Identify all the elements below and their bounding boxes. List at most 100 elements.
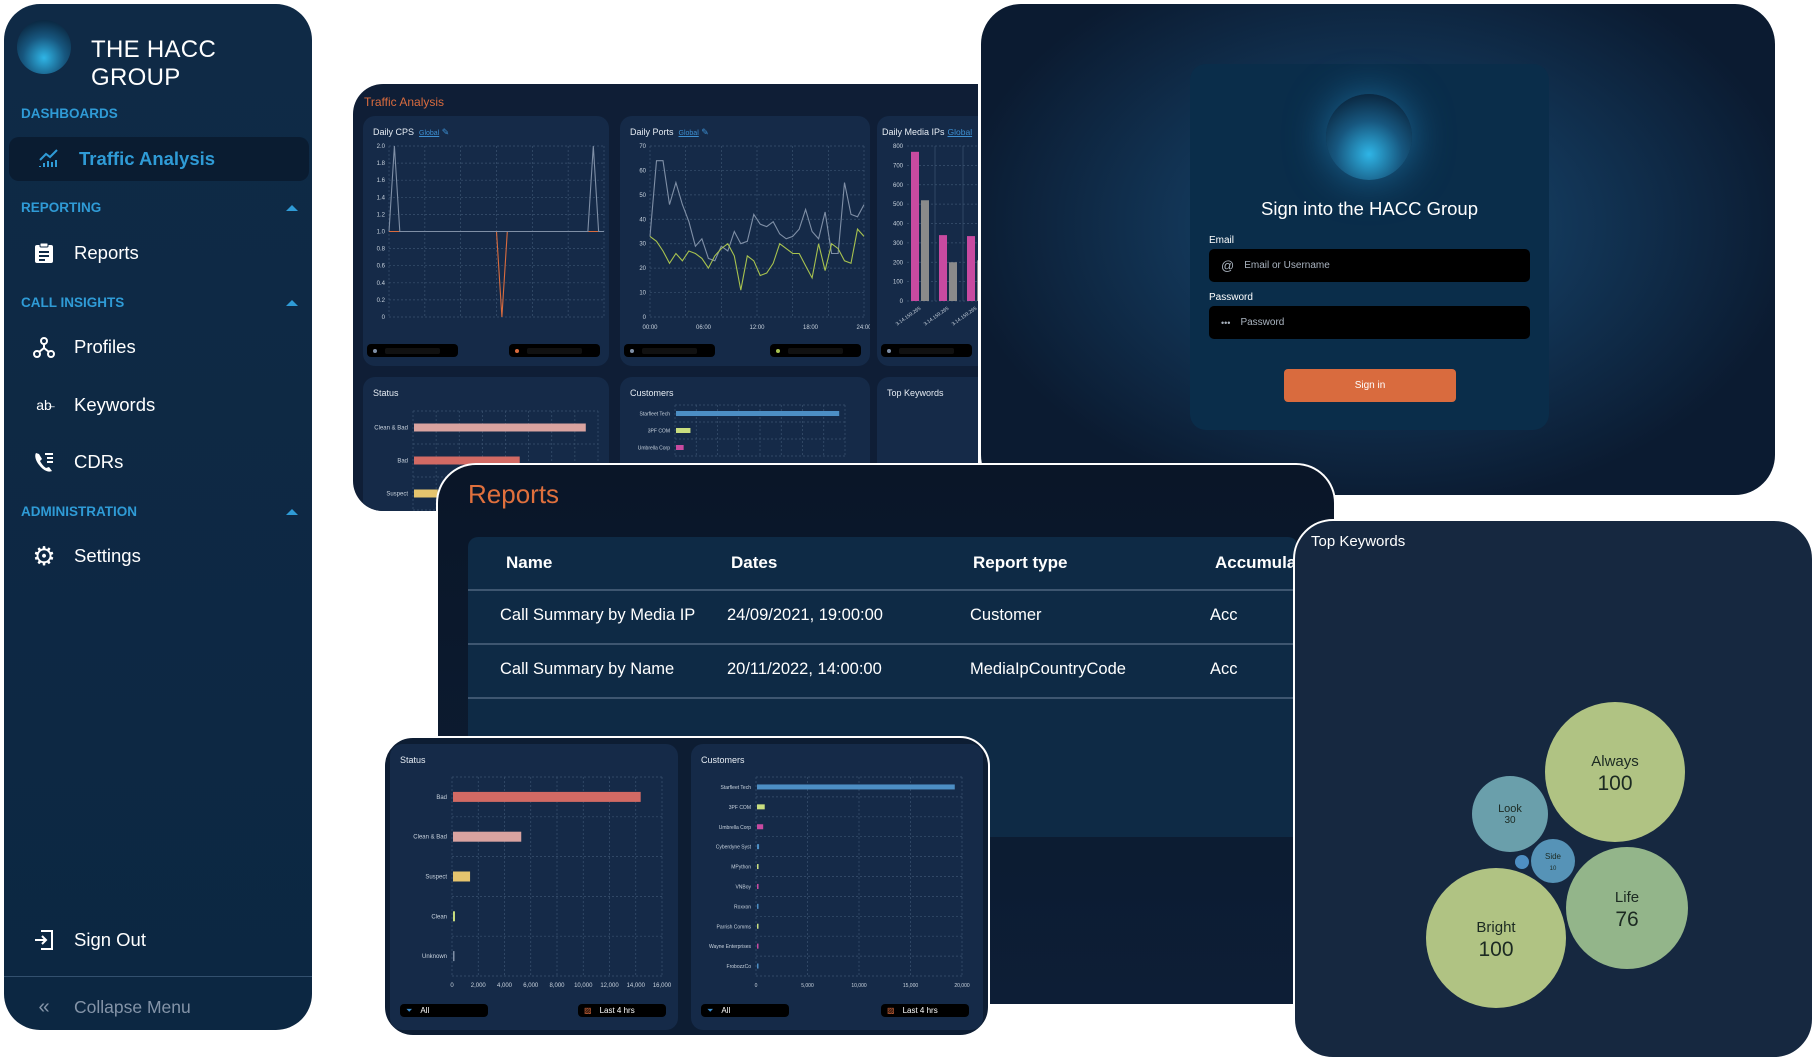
email-label: Email	[1209, 235, 1235, 246]
y-tick-label: 60	[639, 168, 646, 174]
y-tick-label: 0	[643, 315, 647, 321]
top-keywords-panel: Top Keywords Always 100 Look 30 Side 10 Bright…	[1293, 519, 1814, 1059]
column-header-report-type[interactable]: Report type	[973, 553, 1068, 572]
collapse-menu-button[interactable]: « Collapse Menu	[4, 985, 312, 1029]
series-dot	[373, 348, 377, 353]
page-title: Reports	[468, 479, 560, 509]
password-field[interactable]: ••• Password	[1209, 306, 1530, 339]
section-reporting: REPORTING	[21, 200, 102, 215]
y-tick-label: 0.4	[377, 281, 386, 287]
bubble-label: Always	[1591, 753, 1639, 770]
bar	[757, 784, 955, 790]
global-link[interactable]: Global	[419, 130, 440, 137]
category-label: Suspect	[425, 875, 447, 881]
daily-ports-chart: 0 10 20 30 40 50 60 70 00:00 06:00 12:00 18:00 24:00	[639, 144, 870, 331]
x-tick-label: 12:00	[749, 325, 765, 331]
status-card: Status 0 2,000 4,000 6,000 8,000 10,000 12,000…	[390, 744, 678, 1030]
series-dot	[630, 348, 634, 353]
card-title: Top Keywords	[1311, 533, 1406, 550]
section-dashboards: DASHBOARDS	[21, 106, 118, 121]
filter-dropdown[interactable]: ⏷ All	[701, 1004, 789, 1017]
card-title: Customers	[630, 388, 674, 398]
bubble-value: 30	[1504, 815, 1516, 826]
sidebar-item-label: CDRs	[74, 451, 124, 472]
password-placeholder: Password	[1240, 317, 1285, 328]
divider	[468, 643, 1298, 645]
bar	[757, 804, 765, 810]
time-range-label: Last 4 hrs	[902, 1006, 938, 1015]
bar	[414, 423, 586, 432]
sidebar-item-label: Reports	[74, 242, 139, 263]
edit-icon[interactable]: ✎	[701, 127, 709, 137]
global-link[interactable]: Global	[678, 130, 699, 137]
cell-name: Call Summary by Name	[500, 660, 675, 678]
collapse-caret-icon[interactable]	[286, 205, 298, 211]
chart-icon	[34, 149, 64, 169]
customers-card: Customers 0 5,000 10,000 15,000 20,000 Starfl…	[691, 744, 983, 1030]
email-field[interactable]: @ Email or Username	[1209, 249, 1530, 282]
time-range-dropdown[interactable]: ▨ Last 4 hrs	[578, 1004, 666, 1017]
category-label: Cyberdyne Syst	[716, 845, 752, 851]
x-tick-label: 15,000	[903, 983, 919, 989]
section-administration: ADMINISTRATION	[21, 504, 137, 519]
cell-accumulated: Acc	[1210, 660, 1238, 678]
global-link[interactable]: Global	[947, 127, 973, 137]
card-title: Status	[373, 388, 399, 398]
status-chart: 0 2,000 4,000 6,000 8,000 10,000 12,000 14,000 1…	[413, 776, 672, 989]
x-tick-label: 0	[755, 983, 758, 989]
y-tick-label: 0.6	[377, 264, 386, 270]
password-dots-icon: •••	[1221, 317, 1231, 328]
sidebar-item-profiles[interactable]: Profiles	[4, 325, 312, 369]
category-label: Clean & Bad	[413, 835, 447, 841]
date-range-pill[interactable]	[881, 344, 972, 357]
date-range-pill[interactable]	[509, 344, 600, 357]
category-label: 3PF COM	[729, 805, 751, 811]
cell-dates: 20/11/2022, 14:00:00	[727, 660, 882, 678]
bubble-value: 100	[1478, 938, 1513, 961]
login-panel: Sign into the HACC Group Email @ Email o…	[981, 4, 1775, 495]
sign-in-button[interactable]: Sign in	[1284, 369, 1456, 402]
sidebar-item-keywords[interactable]: ab̲ Keywords	[4, 383, 312, 427]
bubble	[1531, 839, 1575, 883]
category-label: Starfleet Tech	[721, 785, 752, 791]
y-tick-label: 30	[639, 242, 646, 248]
y-tick-label: 1.6	[377, 178, 386, 184]
y-tick-label: 0	[382, 315, 386, 321]
card-title: Status	[400, 755, 426, 765]
bar	[757, 824, 764, 830]
y-tick-label: 20	[639, 266, 646, 272]
date-range-pill[interactable]	[624, 344, 715, 357]
status-customers-panel: Status 0 2,000 4,000 6,000 8,000 10,000 12,000…	[383, 736, 990, 1037]
series-line-1	[649, 227, 865, 291]
sidebar-item-reports[interactable]: Reports	[4, 231, 312, 275]
redacted-date	[385, 347, 440, 354]
bubble-label: Life	[1615, 889, 1639, 906]
collapse-caret-icon[interactable]	[286, 509, 298, 515]
column-header-dates[interactable]: Dates	[731, 553, 778, 572]
date-range-pill[interactable]	[367, 344, 458, 357]
y-tick-label: 10	[639, 291, 646, 297]
y-tick-label: 0.8	[377, 247, 386, 253]
table-row[interactable]: Call Summary by Name 20/11/2022, 14:00:0…	[468, 645, 1298, 697]
bubble	[1472, 776, 1548, 852]
bar	[414, 489, 438, 498]
sidebar-item-traffic-analysis[interactable]: Traffic Analysis	[9, 137, 309, 181]
edit-icon[interactable]: ✎	[441, 127, 450, 137]
sidebar-item-settings[interactable]: ⚙ Settings	[4, 534, 312, 578]
sign-out-button[interactable]: Sign Out	[4, 918, 312, 962]
bar	[453, 951, 455, 962]
table-row[interactable]: Call Summary by Media IP 24/09/2021, 19:…	[468, 591, 1298, 643]
filter-icon: ⏷	[406, 1005, 413, 1015]
customers-chart: 0 5,000 10,000 15,000 20,000 Starfleet Tech 3P…	[709, 776, 970, 989]
bar	[939, 235, 947, 301]
column-header-accumulated[interactable]: Accumula	[1215, 553, 1297, 572]
column-header-name[interactable]: Name	[506, 553, 553, 572]
category-label: Clean	[431, 914, 447, 920]
y-tick-label: 200	[893, 260, 904, 266]
cell-report-type: MediaIpCountryCode	[970, 660, 1126, 678]
date-range-pill[interactable]	[770, 344, 861, 357]
time-range-dropdown[interactable]: ▨ Last 4 hrs	[881, 1004, 969, 1017]
filter-dropdown[interactable]: ⏷ All	[400, 1004, 488, 1017]
collapse-caret-icon[interactable]	[286, 300, 298, 306]
sidebar-item-cdrs[interactable]: CDRs	[4, 440, 312, 484]
